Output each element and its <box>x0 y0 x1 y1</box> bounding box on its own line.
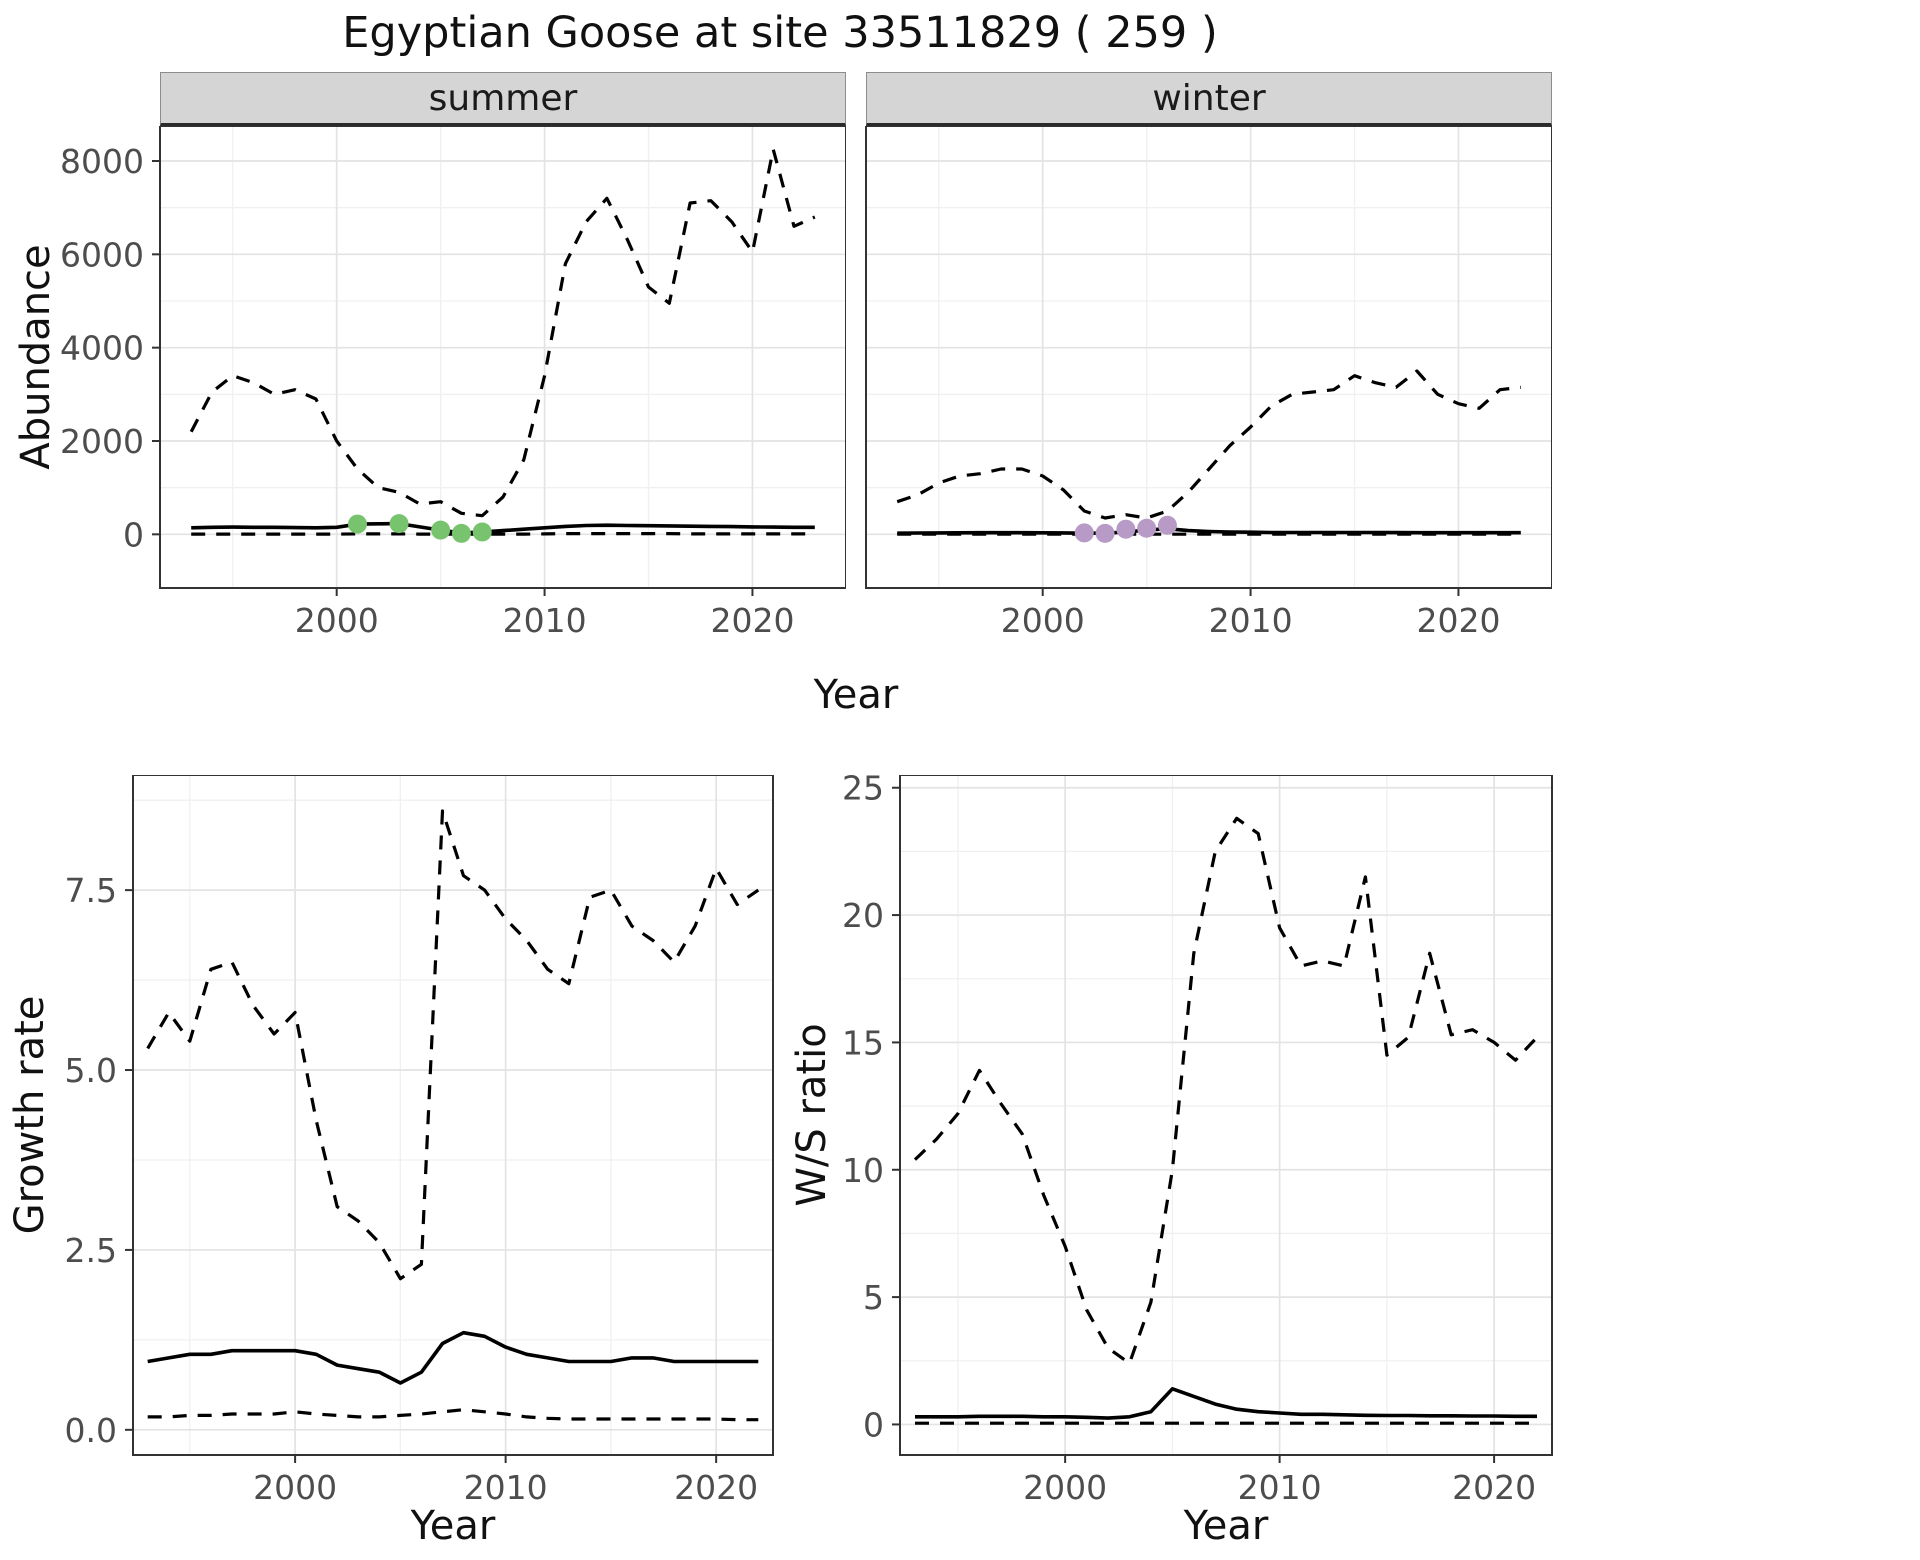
svg-text:10: 10 <box>842 1151 884 1190</box>
svg-text:5.0: 5.0 <box>65 1051 117 1090</box>
svg-text:15: 15 <box>842 1023 884 1062</box>
svg-text:2000: 2000 <box>60 422 144 461</box>
svg-text:2020: 2020 <box>710 601 794 640</box>
svg-text:8000: 8000 <box>60 142 144 181</box>
facet-strip-winter: winter <box>866 72 1552 126</box>
svg-text:2010: 2010 <box>503 601 587 640</box>
svg-text:4000: 4000 <box>60 329 144 368</box>
svg-text:2010: 2010 <box>1209 601 1293 640</box>
svg-text:2020: 2020 <box>1416 601 1500 640</box>
svg-text:2000: 2000 <box>1023 1468 1107 1507</box>
ws-ratio-plot: 2000 2010 2020 0 5 10 15 20 25 <box>842 775 1553 1507</box>
abundance-x-axis-label: Year <box>813 672 899 718</box>
svg-text:2000: 2000 <box>1001 601 1085 640</box>
svg-text:2000: 2000 <box>295 601 379 640</box>
svg-text:0.0: 0.0 <box>65 1411 117 1450</box>
svg-text:2020: 2020 <box>674 1468 758 1507</box>
svg-text:25: 25 <box>842 775 884 808</box>
svg-text:2.5: 2.5 <box>65 1231 117 1270</box>
svg-text:2010: 2010 <box>464 1468 548 1507</box>
svg-text:0: 0 <box>123 515 144 554</box>
growth-rate-plot: 2000 2010 2020 0.0 2.5 5.0 7.5 <box>65 775 774 1507</box>
svg-text:6000: 6000 <box>60 235 144 274</box>
svg-text:7.5: 7.5 <box>65 871 117 910</box>
svg-text:2010: 2010 <box>1238 1468 1322 1507</box>
facet-strip-summer: summer <box>160 72 846 126</box>
svg-text:0: 0 <box>863 1405 884 1444</box>
facet-strip-winter-label: winter <box>1152 77 1266 119</box>
svg-text:2000: 2000 <box>253 1468 337 1507</box>
svg-text:20: 20 <box>842 896 884 935</box>
abundance-summer-plot: 2000 2010 2020 0 2000 4000 6000 8000 <box>60 126 846 640</box>
ws-ratio-x-axis-label: Year <box>1183 1503 1269 1549</box>
svg-text:2020: 2020 <box>1452 1468 1536 1507</box>
svg-text:5: 5 <box>863 1278 884 1317</box>
ws-ratio-y-axis-label: W/S ratio <box>789 1023 835 1207</box>
page-title: Egyptian Goose at site 33511829 ( 259 ) <box>342 8 1218 58</box>
growth-rate-x-axis-label: Year <box>410 1503 496 1549</box>
facet-strip-summer-label: summer <box>428 77 578 119</box>
abundance-winter-plot: 2000 2010 2020 <box>865 126 1552 640</box>
